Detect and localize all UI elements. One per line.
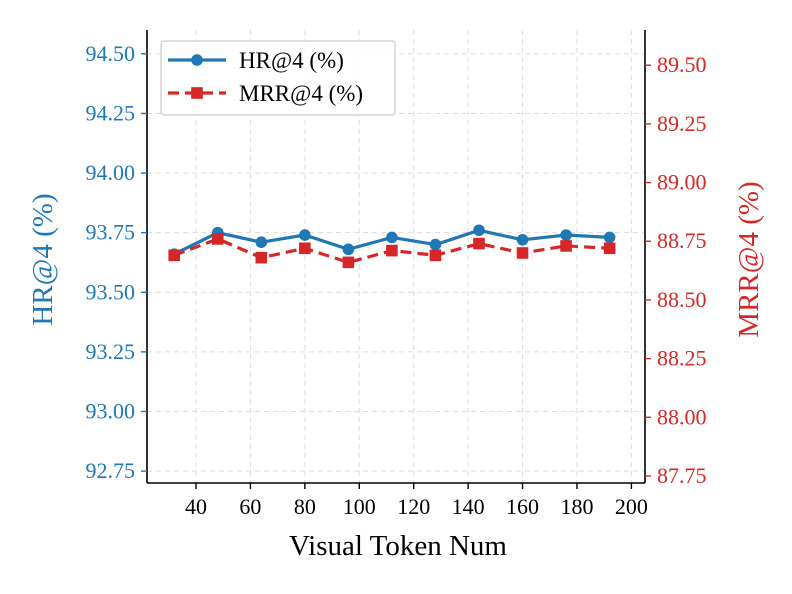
series-layer [168, 224, 616, 269]
legend-marker-mrr [191, 87, 203, 99]
ticks: 40 60 80 100 120 140 160 180 200 92.75 93.00 93.25 9… [86, 41, 707, 519]
mrr-point [299, 242, 311, 255]
left-y-tick-label: 93.00 [86, 398, 136, 423]
left-y-tick-label: 92.75 [86, 458, 136, 483]
legend: HR@4 (%) MRR@4 (%) [160, 40, 396, 116]
x-tick-label: 60 [239, 494, 261, 519]
x-tick-label: 180 [560, 494, 593, 519]
mrr-point [168, 249, 181, 262]
left-y-tick-label: 94.00 [86, 160, 136, 185]
x-tick-label: 80 [294, 494, 316, 519]
right-y-tick-label: 88.50 [657, 287, 707, 312]
left-y-tick-label: 94.50 [86, 41, 136, 66]
mrr-point [603, 242, 616, 255]
left-y-tick-label: 93.75 [86, 220, 136, 245]
legend-marker-hr [191, 54, 203, 66]
left-y-tick-label: 93.50 [86, 279, 136, 304]
hr-point [429, 238, 442, 251]
x-tick-label: 160 [506, 494, 539, 519]
mrr-point [429, 249, 442, 262]
mrr-point [560, 240, 572, 252]
right-y-tick-label: 88.75 [657, 228, 707, 253]
hr-point [255, 236, 268, 248]
right-y-tick-label: 89.00 [657, 170, 707, 195]
hr-point [342, 243, 355, 256]
x-tick-label: 100 [343, 494, 376, 519]
legend-label-mrr: MRR@4 (%) [239, 81, 363, 106]
mrr-point [211, 233, 224, 245]
right-y-tick-label: 89.25 [657, 111, 707, 136]
x-axis-title: Visual Token Num [289, 530, 507, 562]
right-y-tick-label: 87.75 [657, 463, 707, 488]
x-tick-label: 120 [397, 494, 430, 519]
right-y-tick-label: 89.50 [657, 52, 707, 77]
mrr-point [386, 244, 398, 257]
x-tick-label: 40 [185, 494, 207, 519]
mrr-point [342, 256, 355, 269]
mrr-point [255, 251, 268, 264]
left-y-tick-label: 94.25 [86, 100, 136, 125]
hr-point [473, 224, 485, 237]
x-tick-label: 200 [615, 494, 648, 519]
hr-point [603, 231, 616, 244]
right-y-axis-title: MRR@4 (%) [733, 181, 765, 337]
hr-point [386, 231, 398, 244]
left-y-tick-label: 93.25 [86, 339, 136, 364]
axes [146, 30, 646, 484]
hr-point [560, 229, 572, 241]
x-tick-label: 140 [452, 494, 485, 519]
right-y-tick-label: 88.00 [657, 404, 707, 429]
left-y-axis-title: HR@4 (%) [27, 193, 59, 325]
hr-point [516, 234, 529, 246]
mrr-point [473, 237, 485, 250]
hr-point [299, 229, 311, 241]
legend-label-hr: HR@4 (%) [239, 48, 344, 73]
mrr-point [516, 247, 529, 259]
right-y-tick-label: 88.25 [657, 346, 707, 371]
